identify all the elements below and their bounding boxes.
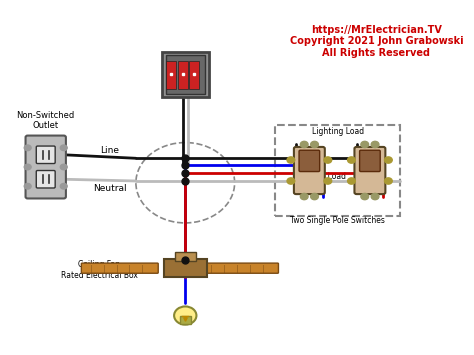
Text: Ceiling Fan
Rated Electrical Box: Ceiling Fan Rated Electrical Box (61, 261, 138, 280)
FancyBboxPatch shape (162, 52, 209, 97)
Circle shape (324, 178, 332, 184)
Circle shape (60, 184, 67, 189)
Circle shape (301, 193, 308, 200)
FancyBboxPatch shape (189, 61, 200, 89)
Circle shape (301, 141, 308, 148)
Circle shape (347, 157, 356, 163)
Circle shape (361, 193, 369, 200)
Circle shape (24, 184, 31, 189)
Text: Two Single Pole Switches: Two Single Pole Switches (290, 216, 385, 225)
FancyBboxPatch shape (360, 150, 380, 171)
FancyBboxPatch shape (166, 61, 176, 89)
Circle shape (24, 164, 31, 170)
FancyBboxPatch shape (178, 61, 188, 89)
Circle shape (347, 178, 356, 184)
Circle shape (371, 141, 379, 148)
FancyBboxPatch shape (164, 259, 207, 277)
FancyBboxPatch shape (180, 316, 191, 324)
Circle shape (60, 145, 67, 151)
FancyBboxPatch shape (82, 263, 158, 273)
Circle shape (361, 141, 369, 148)
Circle shape (371, 193, 379, 200)
Text: Neutral: Neutral (93, 185, 127, 193)
FancyBboxPatch shape (36, 170, 55, 188)
FancyBboxPatch shape (299, 150, 319, 171)
FancyBboxPatch shape (36, 146, 55, 164)
FancyBboxPatch shape (166, 55, 205, 94)
Circle shape (310, 193, 319, 200)
Circle shape (60, 164, 67, 170)
Circle shape (24, 145, 31, 151)
Circle shape (174, 306, 196, 324)
Circle shape (384, 178, 392, 184)
FancyBboxPatch shape (201, 263, 278, 273)
Circle shape (384, 157, 392, 163)
Circle shape (287, 157, 295, 163)
FancyBboxPatch shape (355, 147, 385, 194)
FancyBboxPatch shape (26, 136, 66, 198)
FancyBboxPatch shape (294, 147, 325, 194)
Text: Line: Line (100, 146, 119, 155)
Circle shape (324, 157, 332, 163)
Text: Lighting Load: Lighting Load (311, 127, 364, 136)
Text: https://MrElectrician.TV
Copyright 2021 John Grabowski
All Rights Reserved: https://MrElectrician.TV Copyright 2021 … (290, 24, 463, 58)
Circle shape (287, 178, 295, 184)
Circle shape (310, 141, 319, 148)
Text: Non-Switched
Outlet: Non-Switched Outlet (17, 111, 75, 130)
FancyBboxPatch shape (174, 252, 196, 261)
Text: Fan Load: Fan Load (311, 172, 346, 181)
